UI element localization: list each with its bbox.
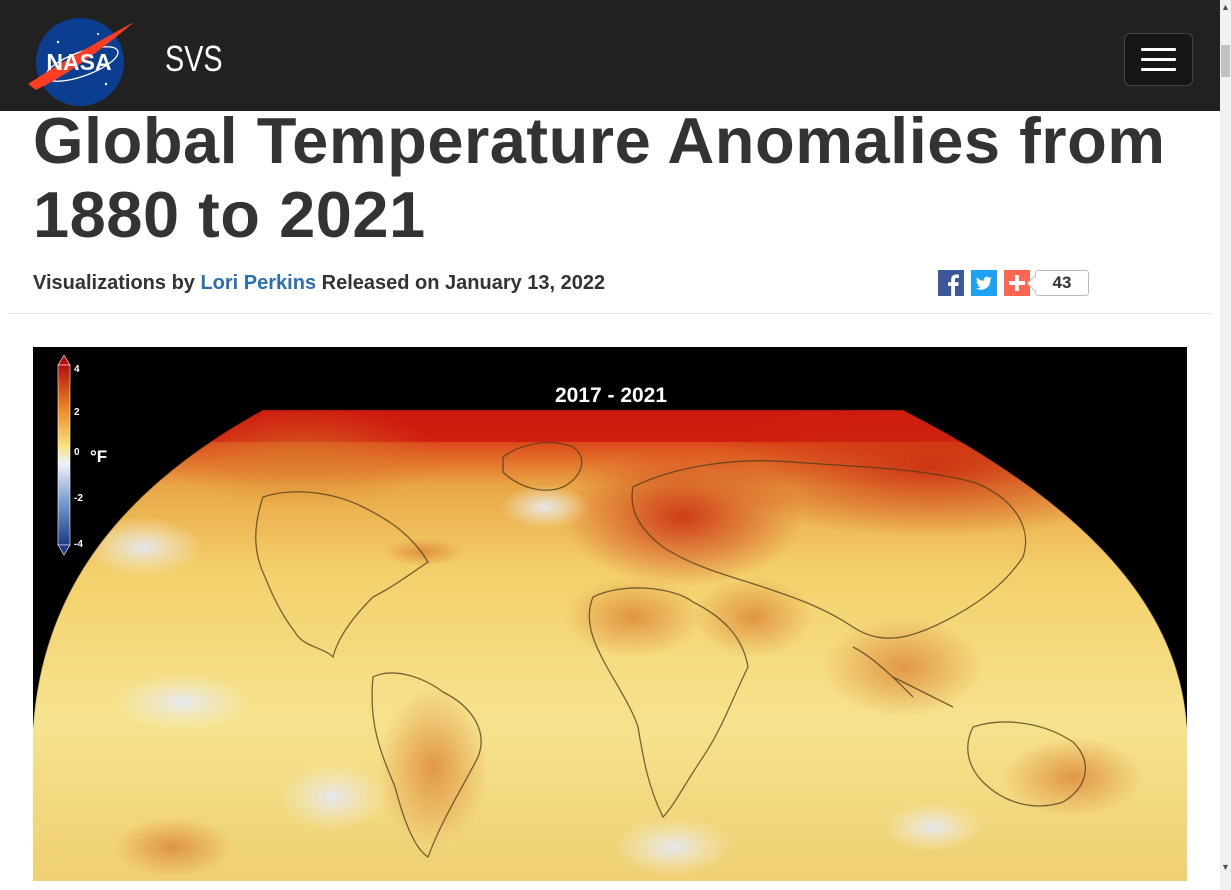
legend-tick-4: 4	[74, 364, 80, 375]
byline: Visualizations by Lori Perkins Released …	[33, 272, 605, 295]
legend-unit: °F	[90, 447, 107, 466]
byline-prefix: Visualizations by	[33, 272, 195, 294]
site-brand[interactable]: SVS	[165, 38, 223, 79]
release-date: Released on January 13, 2022	[321, 272, 606, 294]
page-title: Global Temperature Anomalies from 1880 t…	[33, 104, 1166, 251]
legend-tick-2: 2	[74, 407, 80, 418]
temperature-anomaly-map[interactable]: 2017 - 2021 4 2 0 -2 -4 °F	[33, 347, 1187, 881]
legend-tick-0: 0	[74, 447, 80, 458]
legend-tick-neg4: -4	[74, 539, 83, 550]
hamburger-icon	[1141, 48, 1176, 51]
menu-button[interactable]	[1124, 33, 1193, 86]
period-label: 2017 - 2021	[555, 384, 667, 407]
svg-text:NASA: NASA	[46, 49, 111, 75]
scrollbar[interactable]	[1220, 0, 1231, 890]
top-navbar: NASA SVS	[0, 0, 1220, 111]
facebook-icon[interactable]	[938, 270, 964, 296]
color-legend: 4 2 0 -2 -4 °F	[57, 354, 107, 556]
scroll-down-arrow-icon[interactable]: ▼	[1221, 862, 1230, 872]
nasa-logo[interactable]: NASA	[28, 18, 136, 108]
map-graphic: 2017 - 2021 4 2 0 -2 -4 °F	[33, 354, 1187, 881]
header-divider	[8, 313, 1212, 314]
scroll-up-arrow-icon[interactable]: ▲	[1221, 2, 1230, 12]
legend-tick-neg2: -2	[74, 493, 83, 504]
twitter-icon[interactable]	[971, 270, 997, 296]
globe	[33, 410, 1187, 881]
scrollbar-thumb[interactable]	[1221, 45, 1230, 77]
author-link[interactable]: Lori Perkins	[200, 272, 317, 294]
share-count: 43	[1035, 270, 1089, 296]
